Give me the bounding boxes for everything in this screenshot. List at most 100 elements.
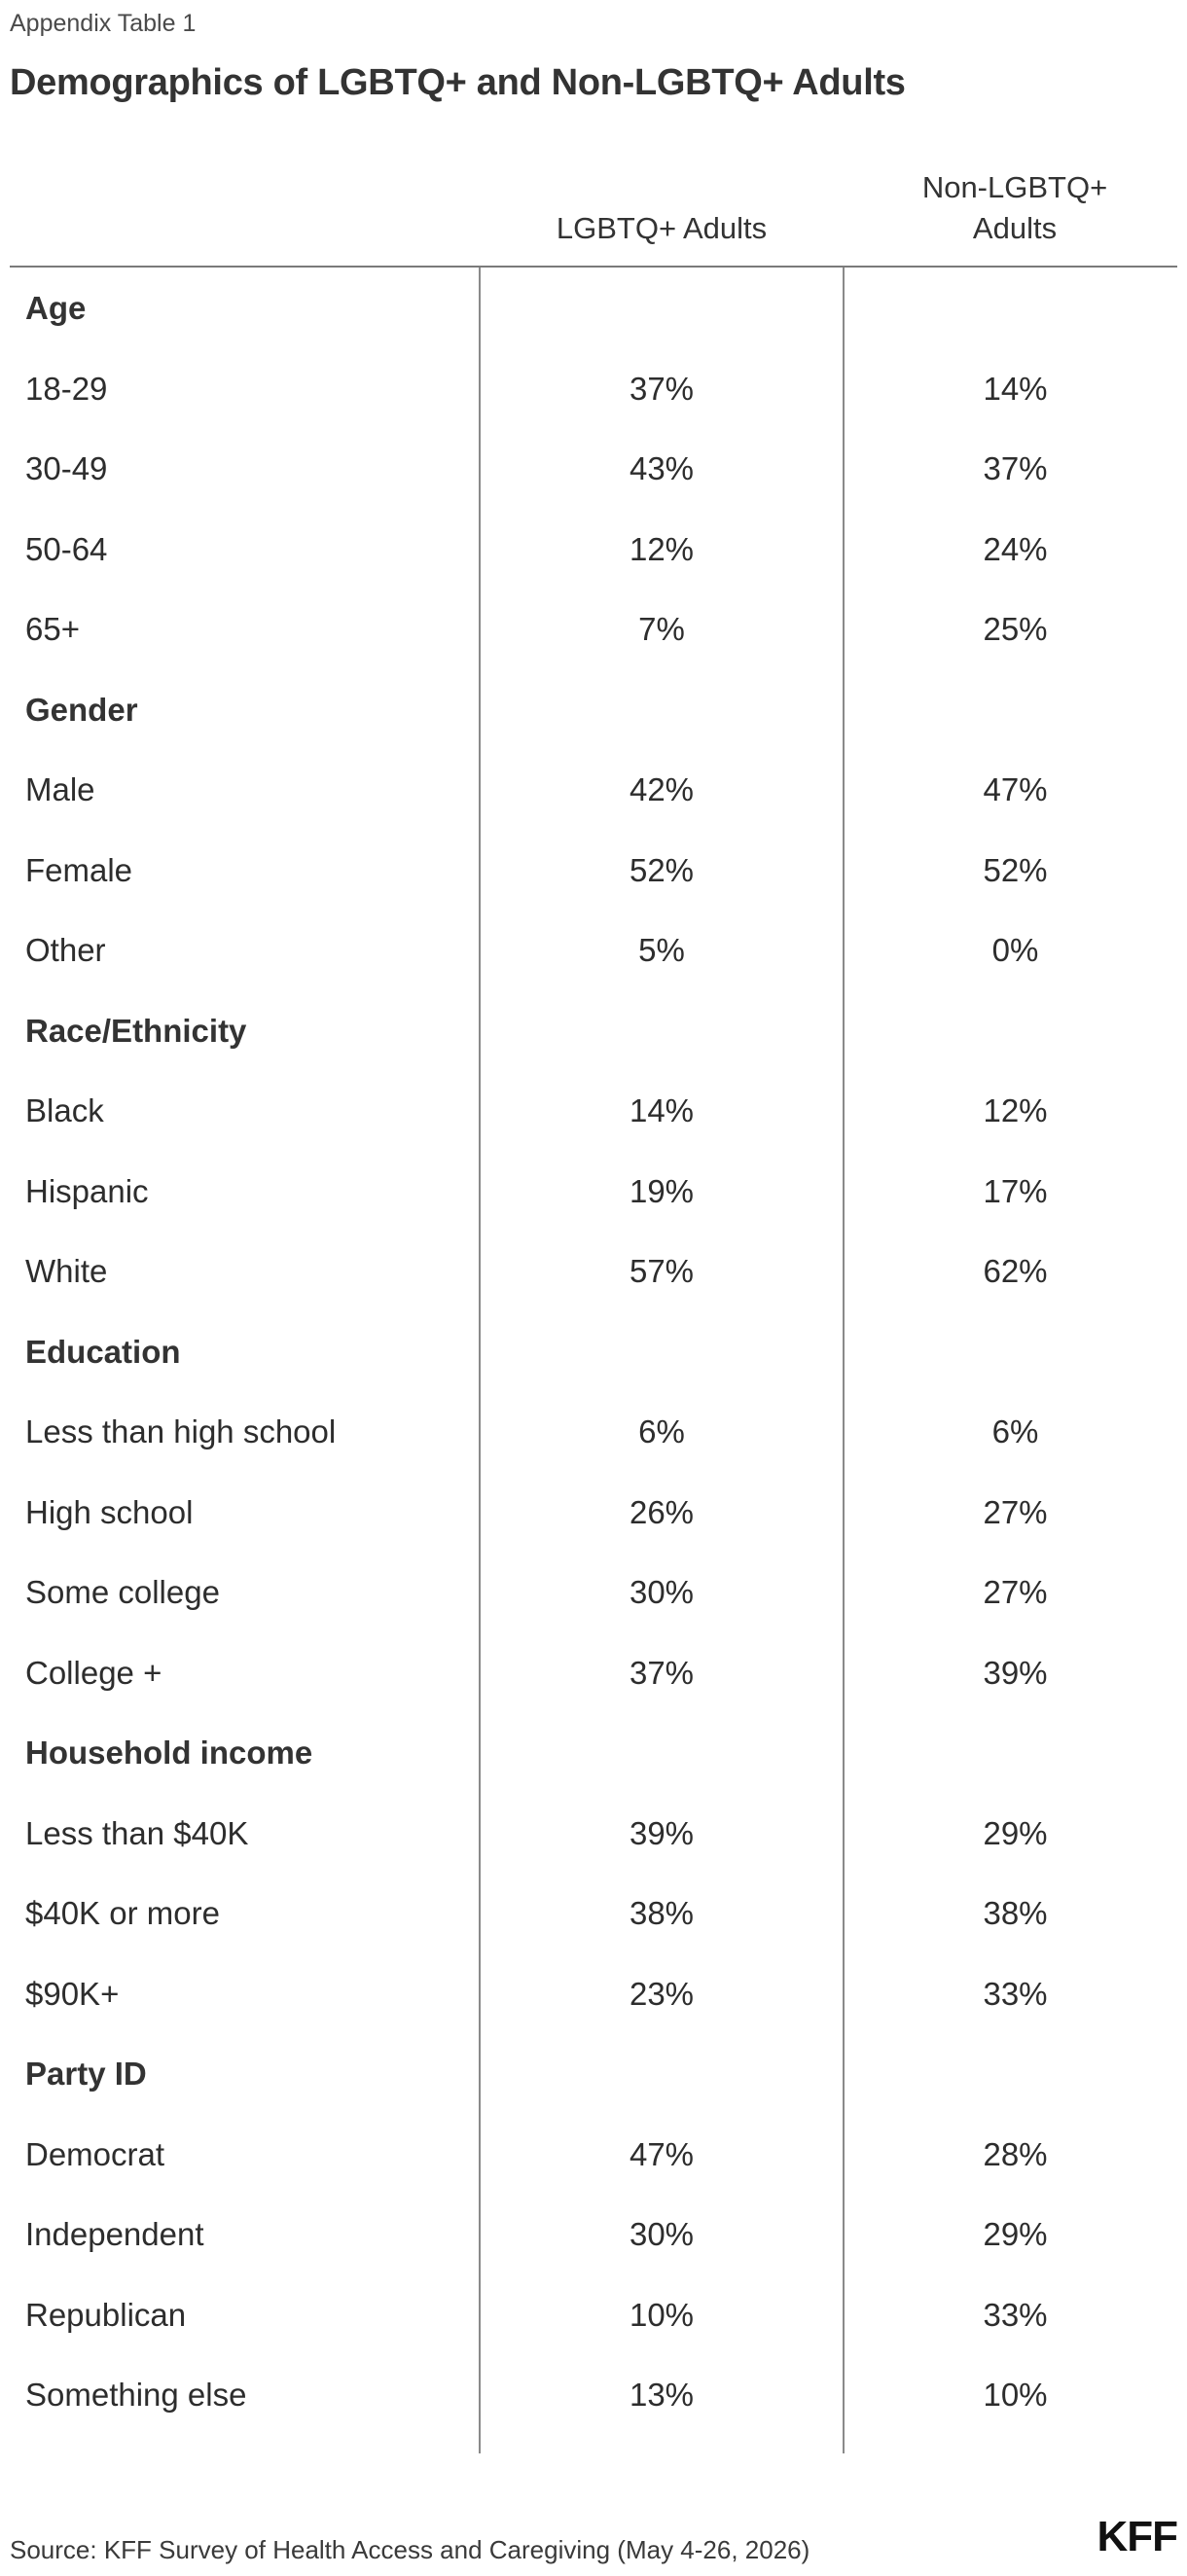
cell-lgbtq-value: 42%: [629, 771, 695, 807]
cell-lgbtq-value: 23%: [629, 1975, 695, 2012]
cell-non-lgbtq-value: 28%: [983, 2135, 1048, 2172]
row-label: Male: [25, 771, 95, 807]
cell-non-lgbtq-value: 27%: [983, 1574, 1048, 1610]
cell-non-lgbtq-value: 27%: [983, 1493, 1048, 1530]
cell-non-lgbtq-value: 0%: [991, 932, 1039, 968]
cell-non-lgbtq-value: 24%: [983, 530, 1048, 567]
column-header-lgbtq-line: LGBTQ+ Adults: [556, 211, 768, 245]
cell-non-lgbtq-value: 37%: [983, 450, 1048, 486]
section-label: Age: [25, 290, 87, 326]
header-divider: [10, 266, 1177, 268]
cell-non-lgbtq-value: 14%: [983, 370, 1048, 407]
cell-lgbtq-value: 47%: [629, 2135, 695, 2172]
table-row: High school 26% 27%: [0, 1472, 1187, 1553]
cell-lgbtq-value: 26%: [629, 1493, 695, 1530]
table-row: Independent 30% 29%: [0, 2194, 1187, 2274]
row-label: 50-64: [25, 530, 108, 567]
table-row: 50-64 12% 24%: [0, 509, 1187, 590]
cell-lgbtq-value: 37%: [629, 1654, 695, 1691]
cell-non-lgbtq-value: 29%: [983, 1814, 1048, 1851]
column-header-non-lgbtq-line-1: Non-LGBTQ+: [921, 170, 1108, 204]
cell-lgbtq-value: 39%: [629, 1814, 695, 1851]
cell-non-lgbtq-value: 12%: [983, 1092, 1048, 1128]
row-label: Less than high school: [25, 1413, 337, 1449]
row-label: 18-29: [25, 370, 108, 407]
cell-non-lgbtq-value: 38%: [983, 1895, 1048, 1931]
row-label: Something else: [25, 2377, 247, 2413]
cell-lgbtq-value: 30%: [629, 2216, 695, 2252]
cell-non-lgbtq-value: 25%: [983, 611, 1048, 647]
table-row: Female 52% 52%: [0, 830, 1187, 911]
row-label: 65+: [25, 611, 80, 647]
column-header-lgbtq: LGBTQ+ Adults: [480, 208, 844, 249]
row-label: Republican: [25, 2296, 187, 2333]
table-title: Demographics of LGBTQ+ and Non-LGBTQ+ Ad…: [10, 62, 906, 103]
cell-non-lgbtq-value: 6%: [991, 1413, 1039, 1449]
table-row: White 57% 62%: [0, 1231, 1187, 1311]
cell-lgbtq-value: 12%: [629, 530, 695, 567]
table-row: Some college 30% 27%: [0, 1552, 1187, 1632]
cell-lgbtq-value: 7%: [638, 611, 685, 647]
table-row: Black 14% 12%: [0, 1070, 1187, 1151]
section-label: Household income: [25, 1735, 313, 1771]
cell-lgbtq-value: 5%: [638, 932, 685, 968]
cell-non-lgbtq-value: 29%: [983, 2216, 1048, 2252]
table-row: $90K+ 23% 33%: [0, 1953, 1187, 2034]
table-row: Less than $40K 39% 29%: [0, 1793, 1187, 1874]
table-row: Less than high school 6% 6%: [0, 1391, 1187, 1472]
section-header-row: Age: [0, 268, 1187, 348]
row-label: $40K or more: [25, 1895, 220, 1931]
appendix-label: Appendix Table 1: [10, 10, 197, 37]
table-row: Something else 13% 10%: [0, 2354, 1187, 2435]
cell-non-lgbtq-value: 52%: [983, 851, 1048, 888]
cell-non-lgbtq-value: 33%: [983, 2296, 1048, 2333]
table-row: Republican 10% 33%: [0, 2274, 1187, 2355]
row-label: $90K+: [25, 1975, 120, 2012]
row-label: Some college: [25, 1574, 220, 1610]
row-label: Less than $40K: [25, 1814, 249, 1851]
table-row: Other 5% 0%: [0, 910, 1187, 990]
section-header-row: Education: [0, 1311, 1187, 1392]
table-row: Male 42% 47%: [0, 749, 1187, 830]
cell-lgbtq-value: 19%: [629, 1172, 695, 1209]
table-row: Hispanic 19% 17%: [0, 1151, 1187, 1232]
row-label: Democrat: [25, 2135, 165, 2172]
cell-lgbtq-value: 43%: [629, 450, 695, 486]
cell-non-lgbtq-value: 33%: [983, 1975, 1048, 2012]
row-label: College +: [25, 1654, 162, 1691]
row-label: Female: [25, 851, 133, 888]
cell-lgbtq-value: 38%: [629, 1895, 695, 1931]
source-note: Source: KFF Survey of Health Access and …: [10, 2535, 810, 2564]
table-row: 65+ 7% 25%: [0, 589, 1187, 669]
table-row: 18-29 37% 14%: [0, 348, 1187, 429]
section-label: Party ID: [25, 2056, 147, 2092]
column-divider-2: [843, 268, 845, 2453]
section-label: Gender: [25, 691, 138, 728]
kff-logo: KFF: [1097, 2513, 1178, 2560]
row-label: High school: [25, 1493, 194, 1530]
column-header-non-lgbtq: Non-LGBTQ+ Adults: [843, 167, 1187, 249]
row-label: Hispanic: [25, 1172, 149, 1209]
section-label: Education: [25, 1333, 181, 1370]
row-label: Independent: [25, 2216, 204, 2252]
row-label: 30-49: [25, 450, 108, 486]
cell-lgbtq-value: 14%: [629, 1092, 695, 1128]
row-label: White: [25, 1253, 108, 1289]
section-header-row: Household income: [0, 1712, 1187, 1793]
cell-non-lgbtq-value: 62%: [983, 1253, 1048, 1289]
table-row: $40K or more 38% 38%: [0, 1873, 1187, 1953]
section-header-row: Gender: [0, 669, 1187, 750]
section-header-row: Race/Ethnicity: [0, 990, 1187, 1071]
table-row: Democrat 47% 28%: [0, 2114, 1187, 2195]
column-header-non-lgbtq-line-2: Adults: [972, 211, 1058, 245]
section-header-row: Party ID: [0, 2033, 1187, 2114]
cell-lgbtq-value: 52%: [629, 851, 695, 888]
cell-non-lgbtq-value: 10%: [983, 2377, 1048, 2413]
section-label: Race/Ethnicity: [25, 1012, 247, 1049]
row-label: Black: [25, 1092, 104, 1128]
cell-non-lgbtq-value: 47%: [983, 771, 1048, 807]
cell-lgbtq-value: 30%: [629, 1574, 695, 1610]
row-label: Other: [25, 932, 106, 968]
cell-non-lgbtq-value: 39%: [983, 1654, 1048, 1691]
cell-lgbtq-value: 13%: [629, 2377, 695, 2413]
